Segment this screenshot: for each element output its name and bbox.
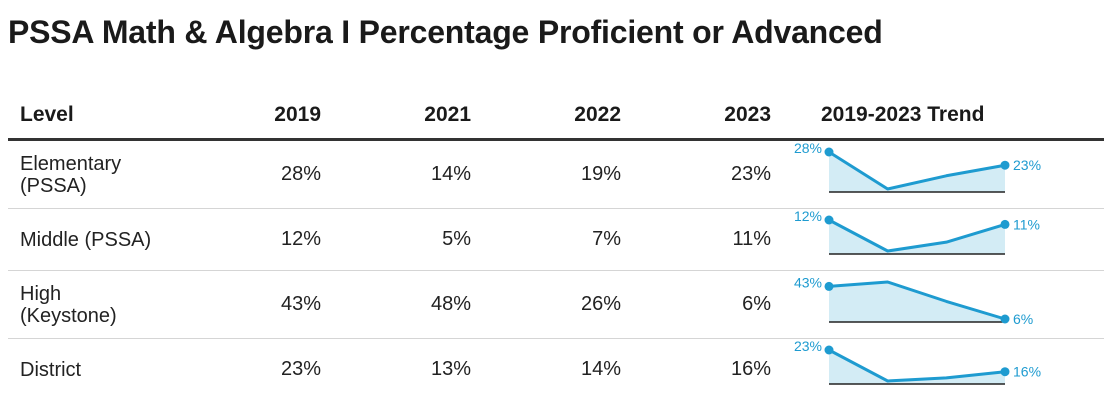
trend-start-label: 28% bbox=[794, 141, 822, 156]
trend-start-label: 43% bbox=[794, 274, 822, 290]
trend-sparkline: 43% 6% bbox=[794, 274, 1033, 327]
value-cell-2021: 5% bbox=[442, 228, 471, 250]
value-cell-2022: 19% bbox=[580, 163, 621, 185]
value-cell-2023: 6% bbox=[742, 293, 771, 315]
value-cell-2023: 11% bbox=[732, 228, 771, 250]
trend-start-point bbox=[824, 215, 834, 225]
value-cell-2019: 23% bbox=[280, 358, 321, 381]
trend-end-label: 11% bbox=[1013, 216, 1040, 232]
trend-line bbox=[828, 218, 1006, 253]
value-cell-2022: 14% bbox=[580, 358, 621, 381]
table-row-district: District 23% 13% 14% 16% 23% 16% bbox=[8, 339, 1104, 401]
trend-cell: 28% 23% bbox=[783, 140, 1104, 209]
value-cell-2019: 28% bbox=[280, 163, 321, 185]
column-header-trend: 2019-2023 Trend bbox=[821, 103, 985, 126]
value-cell-2019: 12% bbox=[280, 228, 321, 250]
trend-cell: 23% 16% bbox=[783, 339, 1104, 401]
value-cell-2022: 26% bbox=[580, 293, 621, 315]
trend-cell: 43% 6% bbox=[783, 271, 1104, 339]
level-cell: Middle (PSSA) bbox=[20, 228, 152, 251]
trend-end-label: 23% bbox=[1013, 157, 1041, 173]
level-cell: High (Keystone) bbox=[20, 282, 117, 327]
trend-line bbox=[828, 348, 1006, 383]
trend-line bbox=[828, 150, 1006, 191]
trend-start-label: 23% bbox=[794, 339, 822, 354]
header-row: Level 2019 2021 2022 2023 2019-2023 Tren… bbox=[8, 92, 1104, 140]
value-cell-2023: 16% bbox=[730, 358, 771, 381]
table-row-elementary: Elementary (PSSA) 28% 14% 19% 23% 28% 23% bbox=[8, 140, 1104, 209]
proficiency-table: Level 2019 2021 2022 2023 2019-2023 Tren… bbox=[8, 92, 1104, 401]
trend-sparkline: 12% 11% bbox=[794, 209, 1040, 255]
column-header-2021: 2021 bbox=[424, 103, 471, 126]
trend-end-point bbox=[1000, 219, 1010, 229]
value-cell-2021: 13% bbox=[430, 358, 471, 381]
value-cell-2023: 23% bbox=[730, 163, 771, 185]
trend-line bbox=[828, 280, 1006, 321]
trend-area bbox=[829, 220, 1005, 254]
level-cell: Elementary (PSSA) bbox=[20, 152, 122, 197]
page-title: PSSA Math & Algebra I Percentage Profici… bbox=[8, 14, 883, 50]
trend-start-label: 12% bbox=[794, 209, 822, 224]
trend-end-point bbox=[1000, 160, 1010, 170]
trend-sparkline: 23% 16% bbox=[794, 339, 1041, 385]
level-cell: District bbox=[20, 358, 82, 381]
column-header-2023: 2023 bbox=[724, 103, 771, 126]
trend-area bbox=[829, 152, 1005, 192]
value-cell-2019: 43% bbox=[280, 293, 321, 315]
trend-end-point bbox=[1000, 314, 1010, 324]
table-row-high: High (Keystone) 43% 48% 26% 6% 43% 6% bbox=[8, 271, 1104, 339]
trend-cell: 12% 11% bbox=[783, 209, 1104, 271]
table-row-middle: Middle (PSSA) 12% 5% 7% 11% 12% 11% bbox=[8, 209, 1104, 271]
column-header-2022: 2022 bbox=[574, 103, 621, 126]
trend-start-point bbox=[824, 147, 834, 157]
trend-area bbox=[829, 282, 1005, 322]
trend-end-label: 16% bbox=[1013, 364, 1041, 380]
trend-end-label: 6% bbox=[1013, 311, 1033, 327]
trend-end-point bbox=[1000, 367, 1010, 377]
trend-sparkline: 28% 23% bbox=[794, 141, 1041, 193]
column-header-2019: 2019 bbox=[274, 103, 321, 126]
value-cell-2021: 14% bbox=[430, 163, 471, 185]
trend-start-point bbox=[824, 281, 834, 291]
column-header-level: Level bbox=[20, 103, 74, 126]
value-cell-2022: 7% bbox=[592, 228, 621, 250]
value-cell-2021: 48% bbox=[430, 293, 471, 315]
trend-start-point bbox=[824, 345, 834, 355]
trend-area bbox=[829, 350, 1005, 385]
